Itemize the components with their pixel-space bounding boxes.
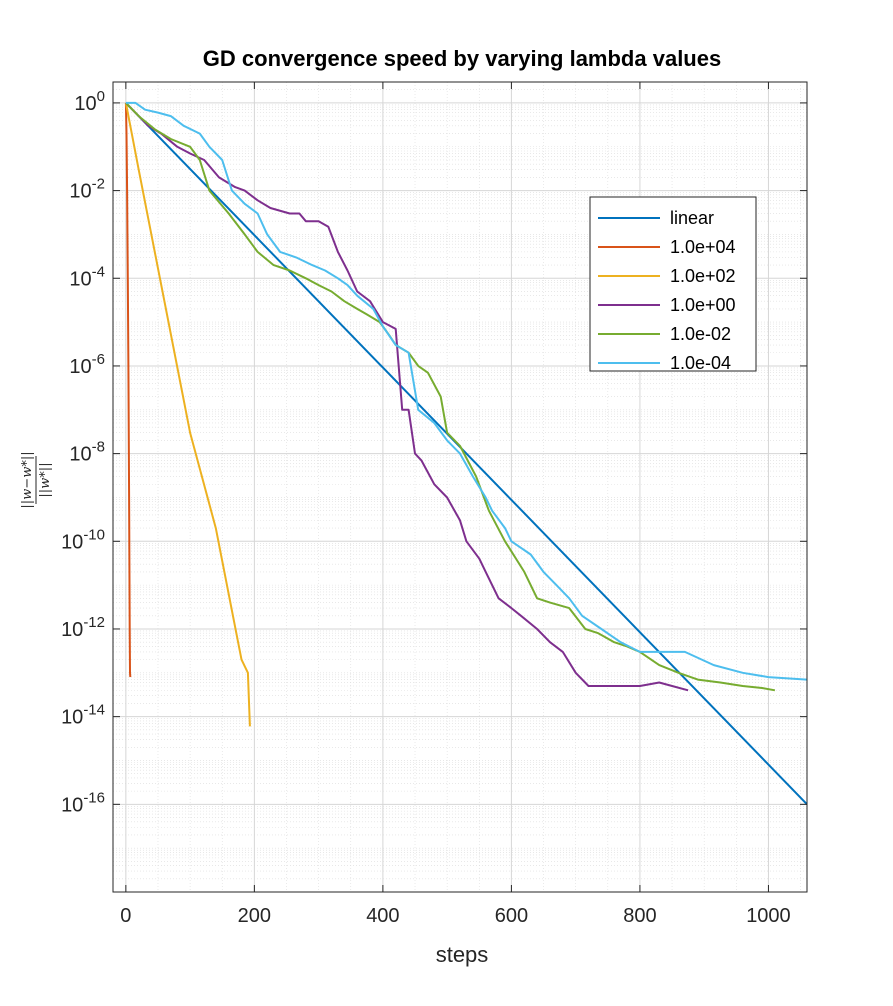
y-tick-label: 10-8 [69,439,105,466]
y-tick-label: 10-10 [61,526,105,553]
y-tick-label: 10-16 [61,789,105,816]
legend: linear 1.0e+04 1.0e+02 1.0e+00 1.0e-02 1.0e-0… [589,196,757,373]
x-tick-label: 200 [238,905,271,927]
y-tick-label: 100 [74,88,105,115]
series-line-2 [124,102,251,727]
x-tick-label: 400 [366,905,399,927]
chart-title: GD convergence speed by varying lambda v… [203,46,721,71]
legend-label-5: 1.0e-04 [670,353,731,373]
legend-label-1: 1.0e+04 [670,237,736,257]
x-axis-label: steps [436,942,489,967]
x-tick-label: 1000 [746,905,791,927]
series-layer [124,101,807,805]
y-axis-label-denominator: ||w*|| [38,462,53,497]
minor-grid [113,82,807,892]
x-tick-label: 800 [623,905,656,927]
legend-label-3: 1.0e+00 [670,295,736,315]
legend-entries: linear 1.0e+04 1.0e+02 1.0e+00 1.0e-02 1.0e-0… [598,208,736,373]
x-tick-labels: 0 200 400 600 800 1000 [120,905,790,927]
legend-label-2: 1.0e+02 [670,266,736,286]
major-grid [113,82,807,892]
y-tick-label: 10-4 [69,263,105,290]
legend-label-0: linear [670,208,714,228]
y-tick-label: 10-14 [61,702,105,729]
y-tick-labels: 100 10-2 10-4 10-6 10-8 10-10 10-12 10-14 10-16 [61,88,105,816]
x-tick-label: 600 [495,905,528,927]
y-tick-label: 10-2 [69,176,105,203]
y-tick-label: 10-12 [61,614,105,641]
series-line-5 [125,101,807,681]
y-tick-label: 10-6 [69,351,105,378]
tick-marks [113,82,807,892]
x-tick-label: 0 [120,905,131,927]
y-axis-label-numerator: ||w−w*|| [20,451,35,508]
y-axis-label: ||w−w*|| ||w*|| [20,451,53,508]
series-line-1 [124,102,132,678]
legend-label-4: 1.0e-02 [670,324,731,344]
axes-box [112,81,808,893]
legend-box [589,196,757,372]
series-line-0 [125,102,807,805]
